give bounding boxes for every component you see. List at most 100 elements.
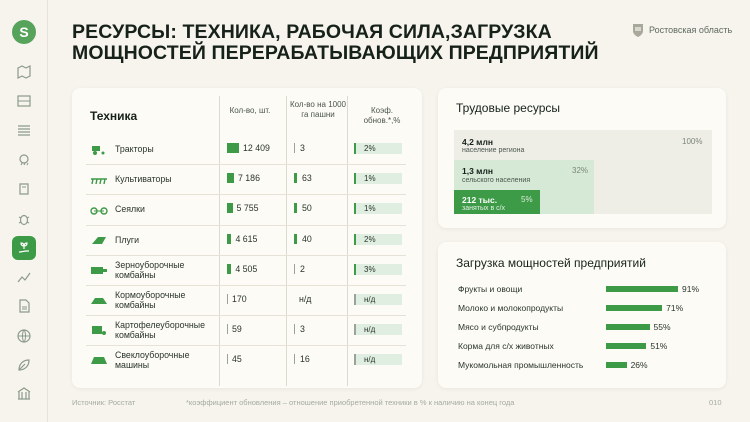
col-header-count: Кол-во, шт. — [229, 106, 271, 115]
count-value: 5 755 — [236, 203, 259, 214]
per1000-cell: 3 — [294, 143, 305, 153]
capacity-load-label: Мясо и субпродукты — [458, 322, 539, 332]
machinery-icon — [91, 357, 107, 365]
renew-cell: н/д — [354, 294, 402, 305]
page-title: РЕСУРСЫ: ТЕХНИКА, РАБОЧАЯ СИЛА,ЗАГРУЗКА … — [72, 22, 612, 64]
labor-label: сельского населения — [462, 177, 531, 184]
tractor-icon[interactable] — [14, 91, 34, 111]
fertilizer-icon[interactable] — [14, 179, 34, 199]
labor-card: Трудовые ресурсы 4,2 млн население регио… — [438, 88, 726, 228]
machinery-icon — [91, 298, 107, 304]
count-cell: 4 505 — [227, 263, 258, 274]
column-divider — [347, 96, 348, 386]
count-value: 12 409 — [243, 143, 270, 153]
per1000-bar — [294, 263, 295, 274]
per1000-bar — [294, 203, 297, 214]
per1000-value: 2 — [300, 263, 305, 274]
per1000-value: 40 — [302, 233, 312, 244]
row-name: Кормоуборочные комбайны — [115, 290, 186, 310]
column-divider — [286, 96, 287, 386]
machinery-icon — [92, 236, 106, 244]
per1000-bar — [294, 324, 295, 335]
per1000-cell: 16 — [294, 354, 310, 365]
renew-cell: 1% — [354, 203, 402, 215]
per1000-bar — [294, 233, 297, 244]
labor-label: население региона — [462, 147, 525, 154]
per1000-cell: 40 — [294, 233, 312, 244]
row-divider — [86, 345, 406, 347]
footer-note: *коэффициент обновления – отношение прио… — [186, 398, 515, 407]
count-cell: 5 755 — [227, 203, 259, 214]
leaf-icon[interactable] — [14, 355, 34, 375]
labor-label: занятых в с/х — [462, 205, 506, 212]
count-cell: 59 — [227, 324, 242, 335]
count-value: 59 — [232, 324, 242, 335]
count-bar — [227, 263, 232, 274]
per1000-value: 16 — [300, 354, 310, 365]
technique-table-card: Техника Кол-во, шт. Кол-во на 1000 га па… — [72, 88, 422, 388]
page-title-line2: МОЩНОСТЕЙ ПЕРЕРАБАТЫВАЮЩИХ ПРЕДПРИЯТИЙ — [72, 42, 599, 64]
labor-pct: 32% — [572, 166, 589, 175]
per1000-value: 63 — [302, 173, 312, 184]
capacity-load-title: Загрузка мощностей предприятий — [456, 256, 646, 270]
count-bar — [227, 203, 233, 214]
chart-icon[interactable] — [14, 267, 34, 287]
machinery-icon — [91, 266, 107, 274]
region-label: Ростовская область — [632, 23, 732, 37]
labor-pct: 5% — [521, 195, 533, 204]
globe-icon[interactable] — [14, 326, 34, 346]
per1000-cell: н/д — [294, 294, 311, 304]
row-divider — [86, 194, 406, 196]
building-icon[interactable] — [14, 384, 34, 404]
page-title-line1: РЕСУРСЫ: ТЕХНИКА, РАБОЧАЯ СИЛА,ЗАГРУЗКА — [72, 21, 552, 43]
hand-plant-icon[interactable] — [12, 235, 36, 260]
count-value: 170 — [232, 294, 247, 304]
count-cell: 4 615 — [227, 233, 257, 244]
row-name: Зерноуборочные комбайны — [115, 259, 185, 280]
per1000-bar — [294, 173, 297, 184]
count-cell: 45 — [227, 354, 242, 365]
per1000-bar — [294, 143, 295, 153]
capacity-load-label: Корма для с/х животных — [458, 341, 554, 351]
row-divider — [86, 254, 406, 256]
machinery-icon — [90, 207, 108, 216]
count-cell: 7 186 — [227, 173, 260, 184]
row-name: Сеялки — [115, 204, 145, 215]
renew-cell: н/д — [354, 354, 402, 366]
capacity-load-value: 91% — [682, 284, 700, 294]
count-bar — [227, 233, 232, 244]
capacity-load-value: 71% — [666, 303, 684, 313]
capacity-load-label: Фрукты и овощи — [458, 284, 523, 294]
count-bar — [227, 354, 228, 365]
count-bar — [227, 324, 228, 335]
row-divider — [86, 164, 406, 166]
count-cell: 170 — [227, 294, 247, 304]
row-divider — [86, 224, 406, 226]
count-value: 4 505 — [235, 263, 258, 274]
document-icon[interactable] — [14, 296, 34, 316]
count-bar — [227, 173, 234, 184]
field-icon[interactable] — [14, 121, 34, 141]
count-bar — [227, 143, 239, 153]
renew-cell: н/д — [354, 324, 402, 336]
capacity-load-bar — [606, 305, 663, 311]
labor-pct: 100% — [682, 137, 703, 146]
labor-value: 4,2 млн — [462, 137, 493, 147]
count-value: 45 — [232, 354, 242, 365]
footer-source: Источник: Росстат — [72, 398, 136, 407]
row-divider — [86, 285, 406, 286]
row-name: Плуги — [115, 234, 139, 245]
capacity-load-bar — [606, 324, 650, 330]
row-name: Картофелеуборочные комбайны — [115, 320, 205, 341]
col-header-renew: Коэф. обнов.*,% — [363, 106, 401, 125]
bug-icon[interactable] — [14, 209, 34, 229]
weather-icon[interactable] — [14, 150, 34, 170]
per1000-cell: 50 — [294, 203, 312, 214]
count-bar — [227, 294, 228, 304]
capacity-load-label: Мукомольная промышленность — [458, 360, 584, 370]
labor-value: 212 тыс. — [462, 195, 498, 205]
renew-cell: 2% — [354, 143, 402, 154]
renew-cell: 1% — [354, 173, 402, 185]
map-icon[interactable] — [14, 62, 34, 82]
region-name: Ростовская область — [649, 25, 733, 35]
